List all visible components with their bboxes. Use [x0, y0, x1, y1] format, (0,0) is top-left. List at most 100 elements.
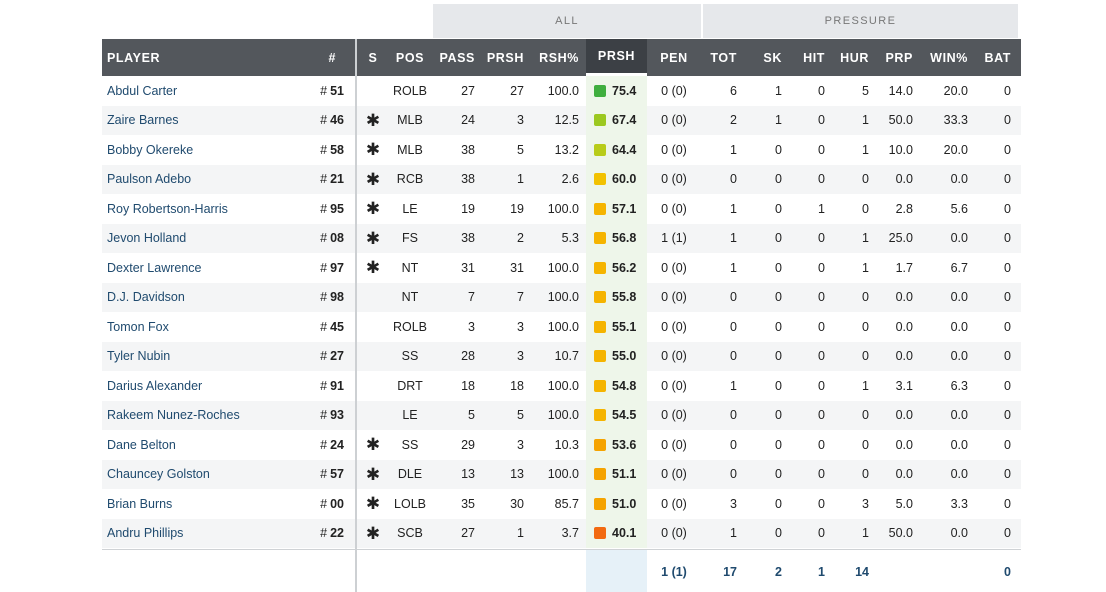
player-number: #57 — [302, 460, 344, 490]
prsh-grade-cell: 55.1 — [594, 312, 646, 342]
cell-pass: 38 — [461, 172, 475, 187]
cell-prsh: 30 — [510, 496, 524, 511]
prsh-grade-cell: 51.0 — [594, 489, 646, 519]
cell-hit: 0 — [818, 408, 825, 423]
player-name-link[interactable]: Tyler Nubin — [107, 349, 171, 364]
cell-win-pct: 0.0 — [950, 437, 968, 452]
grade-color-indicator-icon — [594, 379, 606, 392]
cell-pos: LOLB — [394, 496, 426, 511]
cell-prp: 2.8 — [895, 201, 913, 216]
cell-hit: 0 — [818, 260, 825, 275]
total-hur: 14 — [855, 564, 869, 579]
prsh-grade-value: 40.1 — [612, 526, 637, 541]
player-name-link[interactable]: Chauncey Golston — [107, 467, 210, 482]
cell-win-pct: 0.0 — [950, 526, 968, 541]
col-header-pos[interactable]: POS — [395, 50, 425, 65]
cell-win-pct: 0.0 — [950, 467, 968, 482]
prsh-grade-cell: 55.8 — [594, 283, 646, 313]
col-header-sk[interactable]: SK — [763, 50, 782, 65]
grade-color-indicator-icon — [594, 114, 606, 127]
number-prefix: # — [320, 349, 328, 364]
player-name-link[interactable]: Dane Belton — [107, 437, 176, 452]
col-header-s[interactable]: S — [368, 50, 378, 65]
cell-rsh-pct: 100.0 — [547, 83, 579, 98]
cell-tot: 0 — [730, 467, 737, 482]
cell-sk: 0 — [775, 260, 782, 275]
cell-hur: 1 — [862, 378, 869, 393]
col-header-bat[interactable]: BAT — [984, 50, 1011, 65]
player-number: #95 — [302, 194, 344, 224]
starter-glyph: ✱ — [365, 140, 381, 160]
player-name-link[interactable]: Tomon Fox — [107, 319, 169, 334]
number-prefix: # — [320, 172, 328, 187]
table-row: Jevon Holland #08 ✱ FS 38 2 5.3 1 (1) 1 0 0 1 25.0 0.… — [102, 223, 1021, 253]
prsh-grade-footer-highlight — [586, 550, 647, 592]
col-header-win-pct[interactable]: WIN% — [930, 50, 968, 65]
player-name-link[interactable]: Roy Robertson-Harris — [107, 201, 228, 216]
player-name-link[interactable]: Bobby Okereke — [107, 142, 194, 157]
prsh-grade-value: 75.4 — [612, 83, 637, 98]
col-header-number[interactable]: # — [328, 50, 336, 65]
player-name-link[interactable]: Andru Phillips — [107, 526, 184, 541]
number-value: 95 — [330, 201, 344, 216]
total-tot: 17 — [723, 564, 737, 579]
col-header-player[interactable]: PLAYER — [107, 50, 161, 65]
cell-hur: 0 — [862, 319, 869, 334]
cell-hur: 0 — [862, 201, 869, 216]
col-header-pass[interactable]: PASS — [439, 50, 475, 65]
player-name-link[interactable]: Zaire Barnes — [107, 113, 179, 128]
col-header-rsh-pct[interactable]: RSH% — [539, 50, 579, 65]
table-row: Abdul Carter #51 ROLB 27 27 100.0 0 (0) 6 1 0 5 14.… — [102, 76, 1021, 106]
cell-bat: 0 — [1004, 260, 1011, 275]
number-prefix: # — [320, 83, 328, 98]
table-row: Darius Alexander #91 DRT 18 18 100.0 0 (0) 1 0 0 1… — [102, 371, 1021, 401]
cell-win-pct: 20.0 — [943, 83, 968, 98]
grade-color-indicator-icon — [594, 527, 606, 540]
player-name-link[interactable]: Jevon Holland — [107, 231, 187, 246]
prsh-grade-value: 55.1 — [612, 319, 637, 334]
number-prefix: # — [320, 496, 328, 511]
cell-pass: 35 — [461, 496, 475, 511]
cell-prsh: 2 — [517, 231, 524, 246]
cell-bat: 0 — [1004, 201, 1011, 216]
player-name-link[interactable]: Abdul Carter — [107, 83, 178, 98]
col-header-pen[interactable]: PEN — [660, 50, 688, 65]
col-header-prsh[interactable]: PRSH — [486, 50, 524, 65]
cell-tot: 0 — [730, 290, 737, 305]
col-header-hit[interactable]: HIT — [803, 50, 825, 65]
player-name-link[interactable]: Dexter Lawrence — [107, 260, 202, 275]
prsh-grade-cell: 56.2 — [594, 253, 646, 283]
player-name-link[interactable]: Rakeem Nunez-Roches — [107, 408, 240, 423]
number-value: 91 — [330, 378, 344, 393]
starter-glyph: ✱ — [365, 258, 381, 278]
table-row: Brian Burns #00 ✱ LOLB 35 30 85.7 0 (0) 3 0 0 3 5.0 3… — [102, 489, 1021, 519]
col-header-prp[interactable]: PRP — [885, 50, 913, 65]
player-name-link[interactable]: Paulson Adebo — [107, 172, 192, 187]
cell-pass: 27 — [461, 83, 475, 98]
prsh-grade-value: 53.6 — [612, 437, 637, 452]
table-row: Dane Belton #24 ✱ SS 29 3 10.3 0 (0) 0 0 0 0 0.0 0.0 0… — [102, 430, 1021, 460]
cell-pos: DLE — [397, 467, 423, 482]
table-row: Paulson Adebo #21 ✱ RCB 38 1 2.6 0 (0) 0 0 0 0 0.0 0.… — [102, 164, 1021, 194]
col-header-prsh-grade[interactable]: PRSH — [586, 39, 647, 76]
player-name-link[interactable]: Brian Burns — [107, 496, 173, 511]
player-number: #51 — [302, 76, 344, 106]
cell-tot: 3 — [730, 496, 737, 511]
cell-rsh-pct: 100.0 — [547, 260, 579, 275]
cell-pen: 0 (0) — [661, 467, 687, 482]
col-header-hur[interactable]: HUR — [840, 50, 869, 65]
cell-win-pct: 0.0 — [950, 290, 968, 305]
number-value: 45 — [330, 319, 344, 334]
starter-asterisk-icon: ✱ — [360, 460, 386, 490]
cell-prsh: 3 — [517, 113, 524, 128]
cell-tot: 1 — [730, 231, 737, 246]
total-bat: 0 — [1004, 564, 1011, 579]
prsh-grade-cell: 54.8 — [594, 371, 646, 401]
number-prefix: # — [320, 231, 328, 246]
player-name-link[interactable]: D.J. Davidson — [107, 290, 185, 305]
cell-sk: 0 — [775, 172, 782, 187]
cell-bat: 0 — [1004, 83, 1011, 98]
cell-pen: 0 (0) — [661, 113, 687, 128]
player-name-link[interactable]: Darius Alexander — [107, 378, 203, 393]
col-header-tot[interactable]: TOT — [710, 50, 737, 65]
